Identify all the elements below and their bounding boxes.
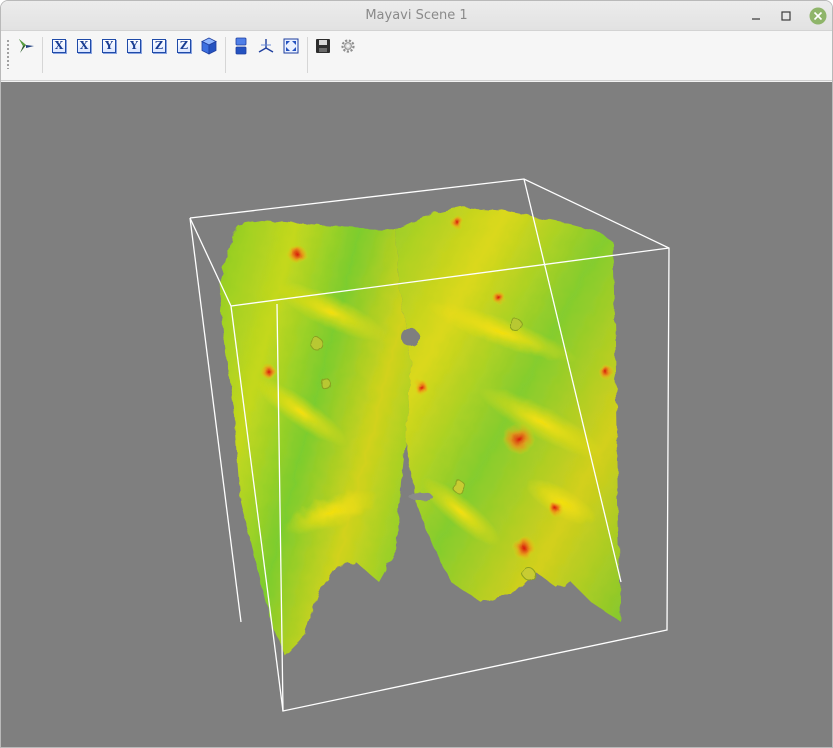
- axis-view-icon: Z: [177, 39, 191, 53]
- scene-toolbar: X X Y Y Z Z: [1, 31, 832, 81]
- projection-icon: [235, 37, 247, 55]
- scene-viewport[interactable]: [1, 82, 832, 748]
- toolbar-separator: [42, 37, 43, 73]
- axes-icon: [258, 39, 274, 53]
- full-screen-button[interactable]: [281, 36, 301, 56]
- parallel-projection-button[interactable]: [231, 36, 251, 56]
- view-plus-y-button[interactable]: Y: [99, 36, 119, 56]
- minimize-button[interactable]: [746, 6, 766, 26]
- fullscreen-icon: [283, 38, 299, 54]
- mayavi-pipeline-button[interactable]: [16, 36, 36, 56]
- view-plus-x-button[interactable]: X: [49, 36, 69, 56]
- gear-icon: [341, 39, 355, 53]
- view-minus-z-button[interactable]: Z: [174, 36, 194, 56]
- mayavi-icon: [19, 39, 34, 53]
- axis-view-icon: Z: [152, 39, 166, 53]
- toolbar-grip[interactable]: [6, 39, 10, 69]
- cube-icon: [201, 37, 217, 55]
- toolbar-separator: [307, 37, 308, 73]
- close-icon: [809, 7, 827, 25]
- window-title: Mayavi Scene 1: [365, 8, 468, 23]
- title-bar[interactable]: Mayavi Scene 1: [1, 1, 832, 31]
- axis-view-icon: Y: [102, 39, 116, 53]
- configure-scene-button[interactable]: [338, 36, 358, 56]
- maximize-icon: [781, 11, 791, 21]
- save-icon: [316, 39, 330, 53]
- minimize-icon: [752, 18, 760, 20]
- save-scene-button[interactable]: [313, 36, 333, 56]
- view-minus-x-button[interactable]: X: [74, 36, 94, 56]
- outline-box: [189, 178, 670, 712]
- view-plus-z-button[interactable]: Z: [149, 36, 169, 56]
- toggle-axes-button[interactable]: [256, 36, 276, 56]
- axis-view-icon: Y: [127, 39, 141, 53]
- toolbar-separator: [225, 37, 226, 73]
- close-button[interactable]: [808, 6, 828, 26]
- view-minus-y-button[interactable]: Y: [124, 36, 144, 56]
- axis-view-icon: X: [52, 39, 66, 53]
- maximize-button[interactable]: [776, 6, 796, 26]
- volume-render: [219, 207, 621, 657]
- isometric-view-button[interactable]: [199, 36, 219, 56]
- axis-view-icon: X: [77, 39, 91, 53]
- render-canvas[interactable]: [1, 82, 832, 748]
